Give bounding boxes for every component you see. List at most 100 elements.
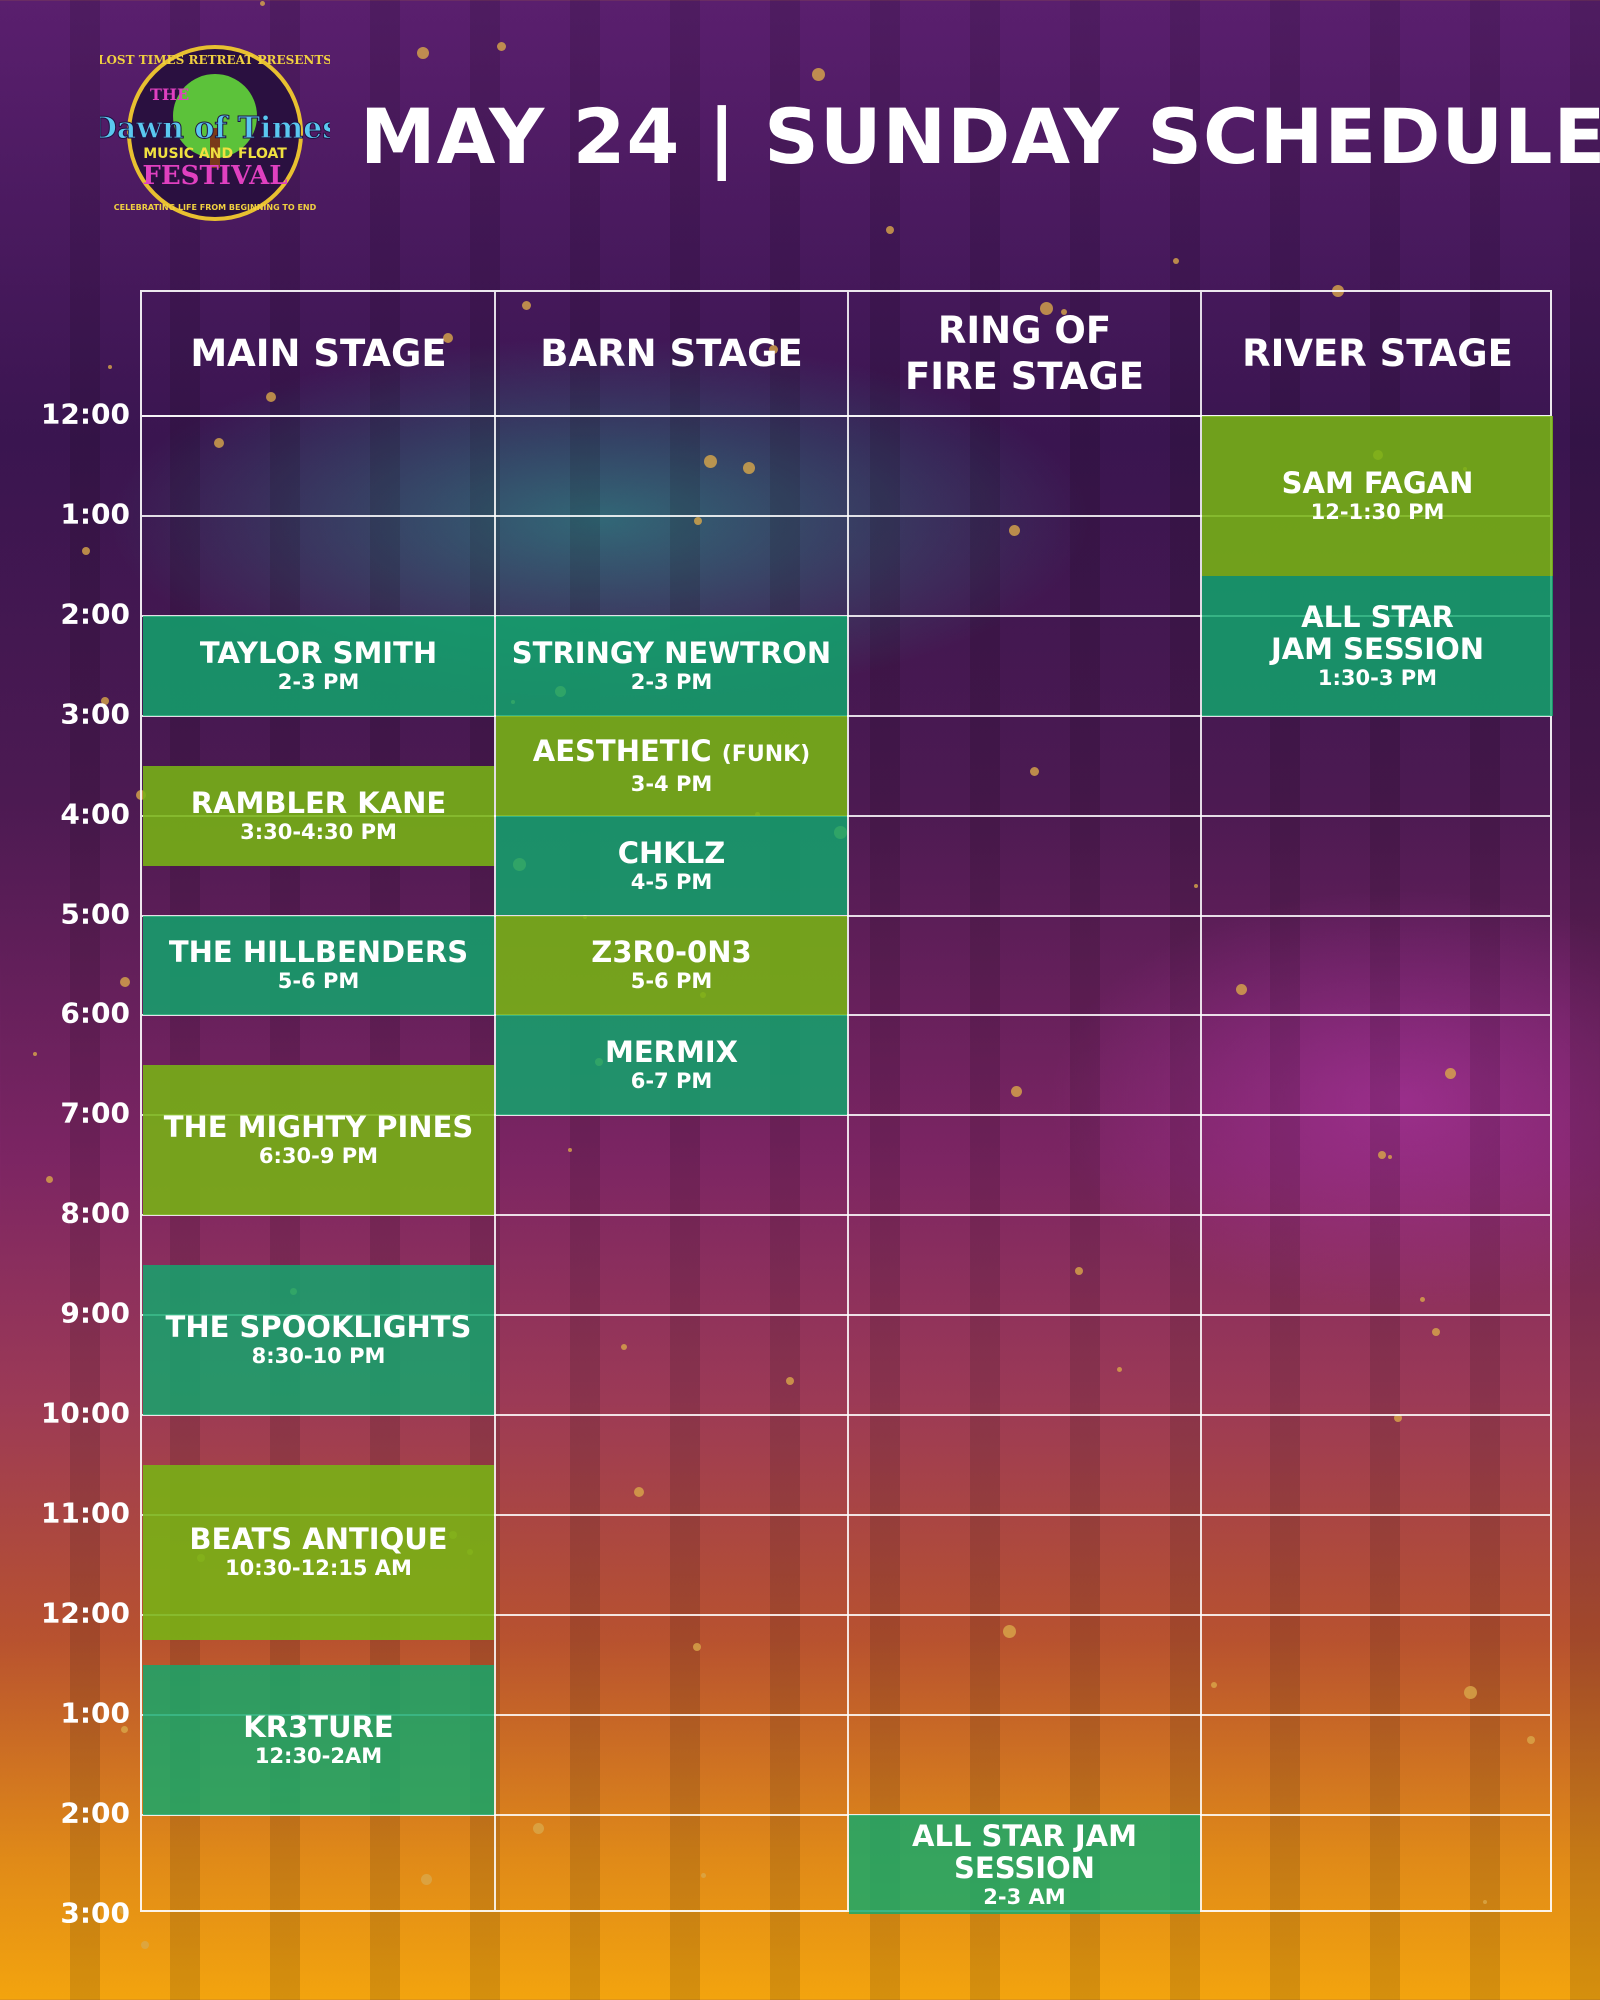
set-time: 5-6 PM — [277, 969, 360, 994]
set-time: 1:30-3 PM — [1317, 665, 1438, 690]
logo-tagline-text: CELEBRATING LIFE FROM BEGINNING TO END — [114, 203, 317, 212]
time-label: 6:00 — [60, 996, 130, 1030]
time-label: 7:00 — [60, 1096, 130, 1130]
artist-name: Z3R0-0N3 — [591, 936, 751, 968]
sparkle-dot — [743, 462, 755, 474]
column-divider — [1200, 292, 1202, 1910]
sparkle-dot — [141, 1941, 149, 1949]
artist-name: AESTHETIC (FUNK) — [533, 735, 810, 771]
set-block[interactable]: KR3TURE 12:30-2AM — [143, 1664, 494, 1815]
sparkle-dot — [701, 1873, 706, 1878]
set-block[interactable]: Z3R0-0N3 5-6 PM — [496, 915, 847, 1016]
logo-the-text: THE — [150, 85, 189, 104]
sparkle-dot — [522, 301, 531, 310]
set-time: 10:30-12:15 AM — [225, 1556, 412, 1581]
set-block[interactable]: BEATS ANTIQUE 10:30-12:15 AM — [143, 1464, 494, 1640]
sparkle-dot — [1388, 1155, 1392, 1159]
time-label: 1:00 — [60, 1696, 130, 1730]
sparkle-dot — [214, 438, 224, 448]
page-title: MAY 24 | SUNDAY SCHEDULE — [360, 92, 1600, 181]
row-divider — [142, 415, 1550, 417]
set-block[interactable]: THE SPOOKLIGHTS 8:30-10 PM — [143, 1265, 494, 1415]
sparkle-dot — [120, 977, 130, 987]
sparkle-dot — [108, 365, 112, 369]
set-time: 2-3 PM — [630, 669, 713, 694]
sparkle-dot — [1011, 1086, 1022, 1097]
set-block[interactable]: ALL STAR JAM SESSION 1:30-3 PM — [1202, 575, 1553, 716]
set-time: 5-6 PM — [630, 969, 713, 994]
artist-name: TAYLOR SMITH — [200, 637, 437, 669]
row-divider — [142, 1713, 1550, 1716]
sparkle-dot — [693, 1643, 701, 1651]
sparkle-dot — [1061, 309, 1067, 315]
time-label: 5:00 — [60, 897, 130, 930]
sparkle-dot — [1173, 258, 1179, 264]
set-block[interactable]: STRINGY NEWTRON 2-3 PM — [496, 615, 847, 716]
artist-name-line: ALL STAR — [1301, 599, 1454, 634]
artist-name: MERMIX — [605, 1036, 738, 1068]
sparkle-dot — [1394, 1414, 1402, 1422]
artist-name: THE SPOOKLIGHTS — [166, 1311, 472, 1343]
set-block[interactable]: THE MIGHTY PINES 6:30-9 PM — [143, 1065, 494, 1216]
logo-presenter-text: LOST TIMES RETREAT PRESENTS — [100, 53, 330, 67]
time-label: 10:00 — [40, 1396, 130, 1430]
set-block[interactable]: CHKLZ 4-5 PM — [496, 815, 847, 916]
artist-name: SAM FAGAN — [1282, 467, 1474, 499]
sparkle-dot — [634, 1487, 644, 1497]
sparkle-dot — [886, 226, 894, 234]
artist-name-line: ALL STAR JAM SESSION — [912, 1818, 1137, 1885]
sparkle-dot — [1432, 1328, 1440, 1336]
time-label: 4:00 — [60, 797, 130, 831]
sparkle-dot — [417, 47, 429, 59]
set-time: 2-3 AM — [983, 1884, 1066, 1909]
sparkle-dot — [568, 1148, 572, 1152]
row-divider — [142, 1613, 1550, 1616]
artist-name-line: TAYLOR SMITH — [199, 635, 438, 670]
sparkle-dot — [1040, 302, 1053, 315]
set-block[interactable]: SAM FAGAN 12-1:30 PM — [1202, 416, 1553, 576]
set-time: 8:30-10 PM — [251, 1344, 386, 1369]
logo-festival-text: FESTIVAL — [142, 161, 287, 191]
time-label: 9:00 — [60, 1296, 130, 1330]
sparkle-dot — [260, 1, 265, 6]
set-block[interactable]: THE HILLBENDERS 5-6 PM — [143, 915, 494, 1016]
artist-name-line: AESTHETIC — [532, 733, 712, 768]
sparkle-dot — [33, 1052, 37, 1056]
sparkle-dot — [266, 392, 276, 402]
sparkle-dot — [1464, 1686, 1477, 1699]
artist-name-line: JAM SESSION — [1270, 631, 1485, 666]
row-divider — [142, 1214, 1550, 1217]
set-block[interactable]: TAYLOR SMITH 2-3 PM — [143, 615, 494, 716]
time-label: 3:00 — [60, 1896, 130, 1929]
time-label: 2:00 — [60, 1796, 130, 1830]
sparkle-dot — [1211, 1682, 1217, 1688]
sparkle-dot — [121, 1726, 128, 1733]
artist-name: ALL STAR JAM SESSION — [1271, 601, 1484, 665]
sparkle-dot — [786, 1377, 794, 1385]
artist-name-line: THE MIGHTY PINES — [163, 1110, 474, 1145]
time-label: 11:00 — [40, 1496, 130, 1530]
sparkle-dot — [46, 1176, 53, 1183]
time-label: 12:00 — [40, 397, 130, 431]
set-time: 6:30-9 PM — [258, 1144, 379, 1169]
artist-name-line: MERMIX — [604, 1035, 738, 1070]
sparkle-dot — [694, 517, 702, 525]
set-time: 3:30-4:30 PM — [240, 819, 397, 844]
artist-name-line: RAMBLER KANE — [190, 785, 447, 820]
stage-header: RING OF FIRE STAGE — [905, 309, 1144, 398]
sparkle-dot — [497, 42, 506, 51]
sparkle-dot — [443, 333, 453, 343]
sparkle-dot — [1030, 767, 1039, 776]
artist-name-line: SAM FAGAN — [1281, 465, 1474, 500]
stage-header: RIVER STAGE — [1242, 332, 1513, 375]
set-block[interactable]: AESTHETIC (FUNK) 3-4 PM — [496, 715, 847, 816]
sparkle-dot — [1194, 884, 1198, 888]
set-block[interactable]: MERMIX 6-7 PM — [496, 1015, 847, 1116]
artist-name-line: STRINGY NEWTRON — [511, 635, 832, 670]
artist-name: KR3TURE — [243, 1711, 393, 1743]
stage-header: BARN STAGE — [540, 332, 803, 375]
genre-note: (FUNK) — [721, 741, 811, 767]
set-block[interactable]: ALL STAR JAM SESSION 2-3 AM — [849, 1814, 1200, 1915]
set-block[interactable]: RAMBLER KANE 3:30-4:30 PM — [143, 765, 494, 866]
row-divider — [142, 514, 1550, 517]
